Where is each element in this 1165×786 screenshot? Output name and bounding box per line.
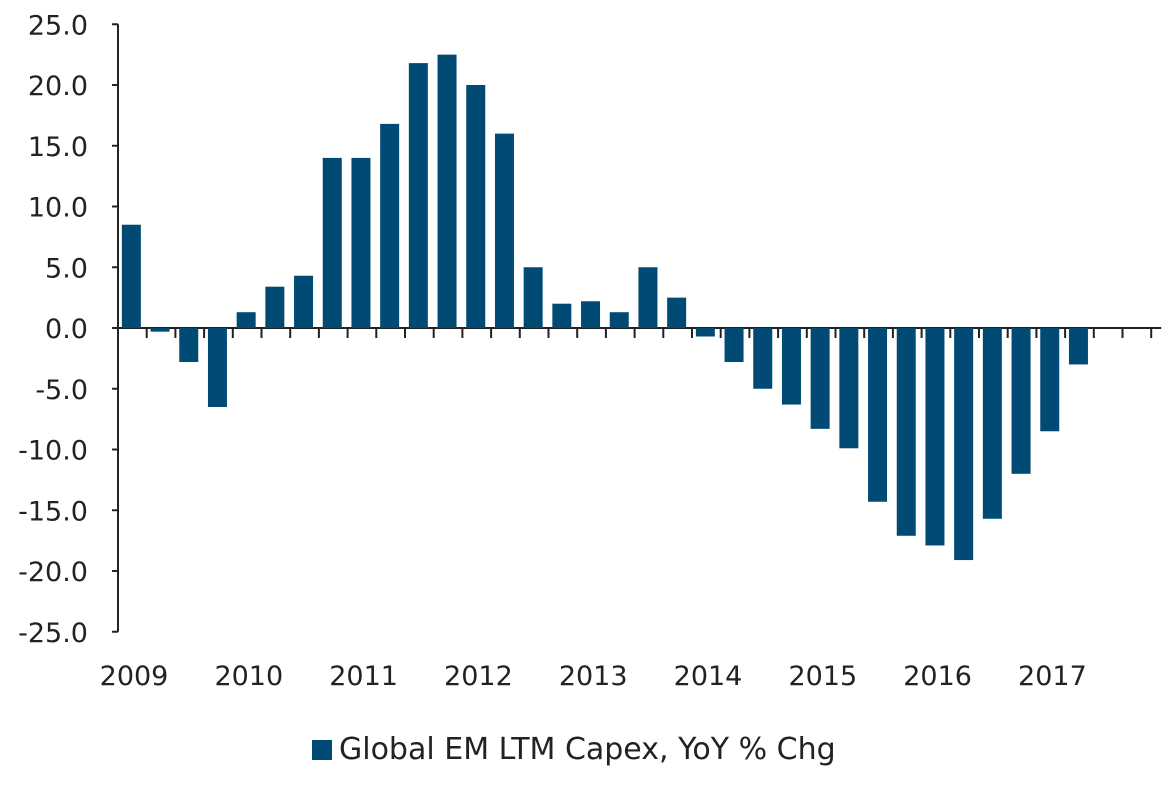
legend: Global EM LTM Capex, YoY % Chg	[312, 732, 836, 767]
bar-2017-q1	[1040, 328, 1060, 432]
bar-2015-q1	[810, 328, 830, 429]
bar-2014-q2	[724, 328, 744, 363]
bar-2009-q1	[121, 224, 141, 328]
y-tick-label: -25.0	[18, 618, 88, 649]
bar-2013-q3	[638, 267, 658, 328]
legend-label: Global EM LTM Capex, YoY % Chg	[339, 732, 836, 767]
x-tick-label: 2011	[329, 661, 398, 692]
bar-2010-q3	[294, 275, 314, 328]
bar-2017-q2	[1068, 328, 1088, 365]
bar-2016-q3	[982, 328, 1002, 519]
bar-2016-q2	[954, 328, 974, 561]
bar-2013-q4	[667, 297, 687, 328]
x-tick-label: 2009	[100, 661, 169, 692]
y-tick-label: 25.0	[28, 10, 88, 41]
y-tick-label: -15.0	[18, 496, 88, 527]
y-tick-label: 10.0	[28, 193, 88, 224]
bar-2015-q3	[868, 328, 888, 502]
y-tick-label: 20.0	[28, 71, 88, 102]
bar-2011-q2	[380, 123, 400, 328]
x-tick-label: 2013	[559, 661, 628, 692]
bar-2016-q1	[925, 328, 945, 546]
bar-2010-q4	[322, 157, 342, 328]
bar-2009-q3	[179, 328, 199, 363]
bar-2015-q4	[896, 328, 916, 536]
bar-2010-q2	[265, 286, 285, 328]
x-tick-label: 2012	[444, 661, 513, 692]
bar-2009-q4	[207, 328, 227, 407]
y-axis: 25.0 20.0 15.0 10.0 5.0 0.0 -5.0 -10.0 -15.0 -20.…	[18, 10, 119, 649]
x-tick-label: 2016	[903, 661, 972, 692]
y-tick-label: -20.0	[18, 557, 88, 588]
bar-2012-q4	[552, 303, 572, 328]
bar-2015-q2	[839, 328, 859, 449]
bar-series	[121, 54, 1088, 561]
bar-2010-q1	[236, 312, 256, 328]
bar-2011-q3	[408, 63, 428, 328]
bar-2016-q4	[1011, 328, 1031, 474]
bar-2014-q1	[695, 328, 715, 337]
bar-2013-q1	[581, 301, 601, 328]
bar-2009-q2	[150, 328, 170, 332]
bar-2012-q1	[466, 85, 486, 328]
bar-2014-q4	[781, 328, 801, 405]
bar-2011-q1	[351, 157, 371, 328]
bar-2014-q3	[753, 328, 773, 389]
x-tick-label: 2015	[788, 661, 857, 692]
legend-swatch	[312, 739, 332, 760]
x-tick-label: 2010	[214, 661, 283, 692]
bar-2011-q4	[437, 54, 457, 328]
y-tick-label: -5.0	[35, 375, 88, 406]
y-tick-label: 5.0	[45, 253, 88, 284]
x-tick-label: 2014	[674, 661, 743, 692]
y-tick-label: -10.0	[18, 436, 88, 467]
x-tick-label: 2017	[1018, 661, 1087, 692]
bar-2013-q2	[609, 312, 629, 328]
y-tick-label: 15.0	[28, 132, 88, 163]
bar-2012-q2	[494, 133, 514, 328]
y-tick-label: 0.0	[45, 314, 88, 345]
bar-2012-q3	[523, 267, 543, 328]
x-axis: 2009 2010 2011 2012 2013 2014 2015 2016 2017	[100, 327, 1162, 692]
